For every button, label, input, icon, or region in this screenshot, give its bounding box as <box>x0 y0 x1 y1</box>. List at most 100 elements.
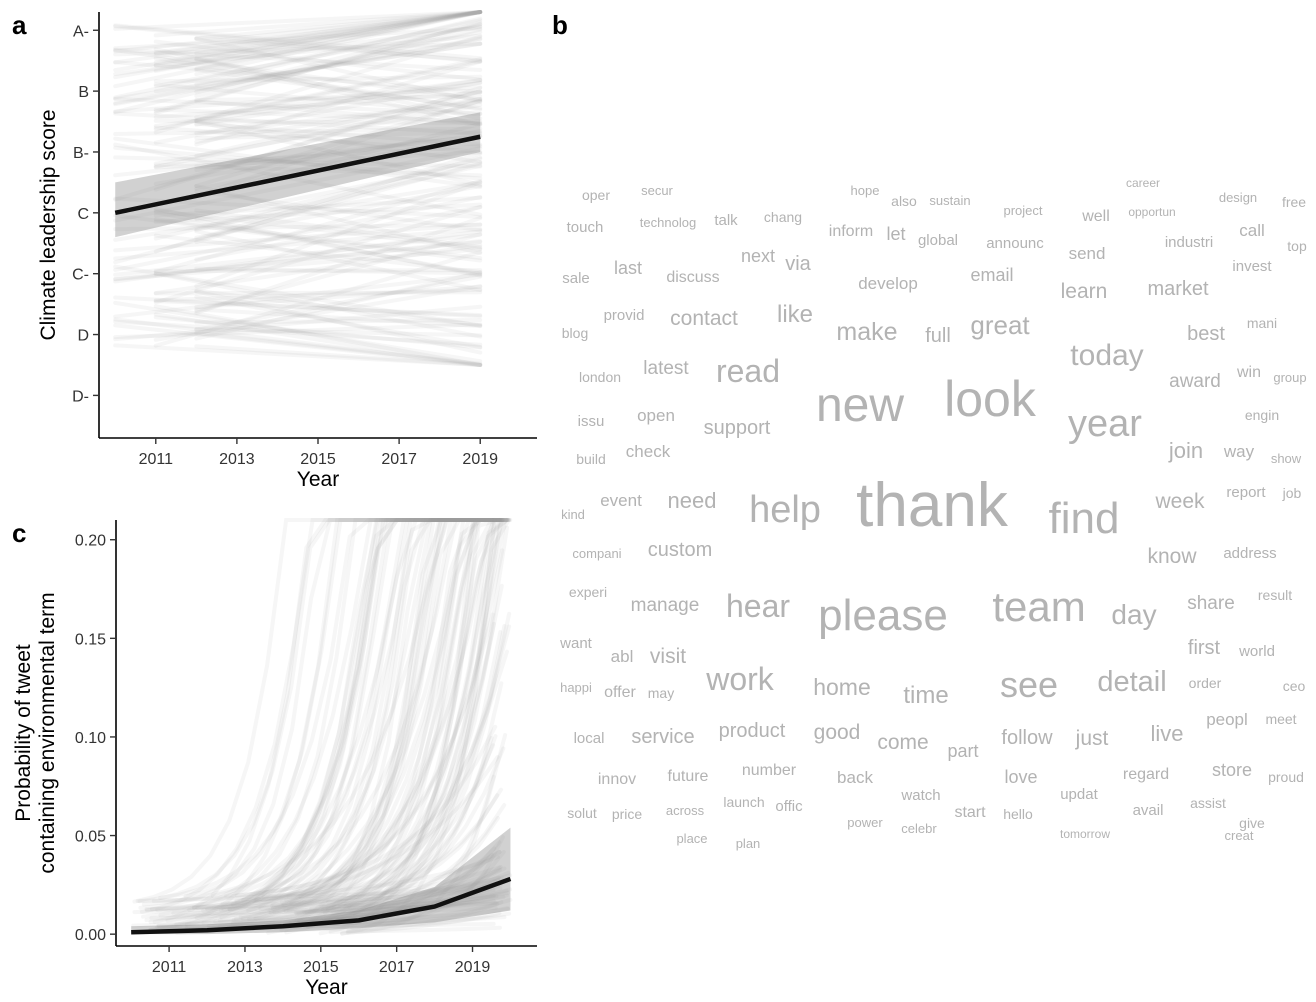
y-axis-title: Climate leadership score <box>37 109 60 340</box>
background-line <box>131 887 496 928</box>
background-line <box>141 518 507 907</box>
background-line <box>194 10 483 62</box>
background-line <box>153 271 483 339</box>
background-line <box>113 47 483 72</box>
word-job: job <box>1282 485 1302 501</box>
confidence-ribbon <box>131 827 511 935</box>
background-line <box>113 146 483 223</box>
background-line <box>294 518 508 917</box>
word-call: call <box>1239 221 1265 240</box>
background-line <box>113 24 483 64</box>
background-line <box>153 243 483 296</box>
background-line <box>269 849 502 908</box>
word-hear: hear <box>726 588 790 624</box>
background-line <box>184 624 512 930</box>
background-line <box>230 518 501 907</box>
background-line <box>268 518 501 915</box>
background-line <box>113 18 483 100</box>
word-win: win <box>1236 364 1261 381</box>
background-line <box>141 518 506 919</box>
background-line <box>192 755 500 910</box>
background-line <box>194 189 483 233</box>
background-line <box>331 624 507 910</box>
background-line <box>195 864 503 911</box>
background-line <box>241 518 511 902</box>
word-first: first <box>1188 637 1221 659</box>
background-line <box>153 290 483 296</box>
background-line <box>113 41 483 101</box>
chart-climate-leadership: 20112013201520172019YearD-DC-CB-BA-AClim… <box>37 10 537 491</box>
background-line <box>286 518 500 898</box>
word-week: week <box>1154 490 1205 513</box>
word-last: last <box>614 258 642 278</box>
background-line <box>205 518 494 912</box>
word-updat: updat <box>1060 786 1098 803</box>
background-line <box>149 518 496 912</box>
background-line <box>206 518 496 929</box>
background-line <box>284 879 497 903</box>
background-line <box>194 99 483 136</box>
background-line <box>194 130 483 141</box>
background-line <box>194 344 483 367</box>
word-place: place <box>676 831 707 846</box>
background-line <box>344 816 500 908</box>
word-blog: blog <box>562 325 588 341</box>
background-line <box>153 80 483 145</box>
background-line <box>158 583 504 918</box>
word-event: event <box>600 491 642 510</box>
word-give: give <box>1239 815 1265 831</box>
background-line <box>153 250 483 348</box>
background-line <box>298 611 512 900</box>
background-trajectories <box>131 518 513 936</box>
background-line <box>165 518 511 923</box>
background-line <box>153 90 483 120</box>
background-line <box>137 518 502 904</box>
background-line <box>272 518 505 930</box>
background-line <box>194 270 483 341</box>
background-line <box>194 59 483 147</box>
background-line <box>231 518 502 922</box>
word-across: across <box>666 803 705 818</box>
background-line <box>153 33 483 68</box>
word-via: via <box>785 253 811 275</box>
word-peopl: peopl <box>1206 710 1248 729</box>
word-day: day <box>1111 599 1156 630</box>
x-tick-label: 2017 <box>381 451 417 468</box>
word-proud: proud <box>1268 769 1304 785</box>
background-line <box>194 121 483 147</box>
background-line <box>153 195 483 218</box>
background-line <box>194 163 483 232</box>
background-line <box>283 518 497 914</box>
word-ceo: ceo <box>1283 678 1306 694</box>
word-launch: launch <box>723 794 764 810</box>
background-line <box>220 649 509 906</box>
series-line <box>114 134 481 216</box>
background-line <box>113 48 483 102</box>
background-line <box>153 156 483 241</box>
background-line <box>153 10 483 55</box>
background-line <box>254 518 506 902</box>
background-line <box>238 518 509 919</box>
background-line <box>281 518 494 907</box>
background-line <box>113 300 483 364</box>
word-may: may <box>648 685 674 701</box>
word-kind: kind <box>561 507 585 522</box>
background-line <box>213 865 502 924</box>
background-line <box>194 78 483 120</box>
word-like: like <box>777 301 813 328</box>
word-learn: learn <box>1061 280 1108 303</box>
background-line <box>156 518 502 928</box>
word-store: store <box>1212 760 1252 780</box>
background-line <box>153 97 483 169</box>
background-line <box>113 26 483 51</box>
background-line <box>219 518 508 920</box>
background-line <box>253 518 505 903</box>
background-line <box>194 184 483 240</box>
background-line <box>113 142 483 217</box>
word-see: see <box>1000 664 1058 705</box>
background-line <box>201 893 509 925</box>
background-line <box>187 612 495 912</box>
y-tick-label: 0.00 <box>75 927 106 944</box>
word-new: new <box>816 379 904 432</box>
y-tick-label: 0.10 <box>75 730 106 747</box>
